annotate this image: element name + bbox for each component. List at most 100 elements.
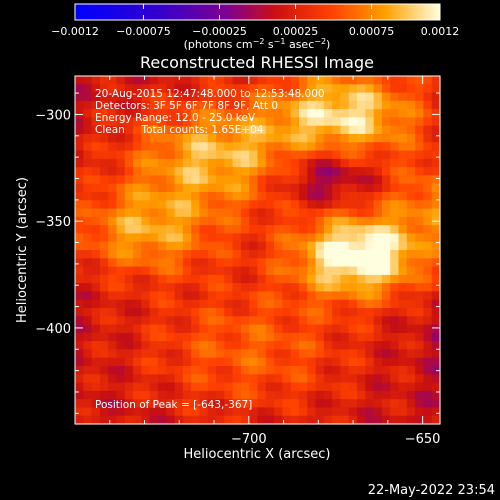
heatmap-cell xyxy=(124,200,134,210)
heatmap-cell xyxy=(108,233,118,243)
heatmap-cell xyxy=(332,142,342,152)
heatmap-cell xyxy=(265,208,275,218)
heatmap-cell xyxy=(257,341,267,351)
heatmap-cell xyxy=(357,399,366,409)
heatmap-cell xyxy=(390,349,400,359)
heatmap-cell xyxy=(133,366,142,375)
heatmap-cell xyxy=(75,84,84,94)
heatmap-cell xyxy=(381,92,391,102)
heatmap-cell xyxy=(249,341,259,351)
heatmap-cell xyxy=(224,291,234,301)
heatmap-cell xyxy=(381,125,391,135)
heatmap-cell xyxy=(157,142,167,152)
heatmap-cell xyxy=(381,374,391,384)
heatmap-cell xyxy=(174,134,184,143)
heatmap-cell xyxy=(116,250,126,259)
heatmap-cell xyxy=(365,150,375,160)
heatmap-cell xyxy=(257,283,267,293)
heatmap-cell xyxy=(149,274,159,284)
heatmap-cell xyxy=(340,357,350,367)
heatmap-cell xyxy=(133,142,142,152)
heatmap-cell xyxy=(124,100,134,110)
heatmap-cell xyxy=(141,407,151,417)
heatmap-cell xyxy=(415,92,425,102)
heatmap-cell xyxy=(307,117,317,127)
heatmap-cell xyxy=(381,341,391,351)
heatmap-cell xyxy=(116,241,126,251)
heatmap-cell xyxy=(307,241,317,251)
heatmap-cell xyxy=(191,100,201,110)
heatmap-cell xyxy=(373,92,383,102)
heatmap-cell xyxy=(373,274,383,284)
heatmap-cell xyxy=(323,158,333,168)
heatmap-cell xyxy=(75,250,84,259)
heatmap-cell xyxy=(166,349,176,359)
heatmap-cell xyxy=(174,200,184,210)
heatmap-cell xyxy=(323,192,333,201)
heatmap-cell xyxy=(357,274,366,284)
heatmap-cell xyxy=(216,84,225,94)
heatmap-cell xyxy=(348,390,358,400)
heatmap-cell xyxy=(199,117,209,127)
heatmap-cell xyxy=(249,109,259,119)
heatmap-cell xyxy=(315,299,325,309)
heatmap-cell xyxy=(332,84,342,94)
heatmap-cell xyxy=(166,125,176,135)
heatmap-cell xyxy=(224,167,234,177)
heatmap-cell xyxy=(149,109,159,119)
heatmap-cell xyxy=(216,299,225,309)
heatmap-cell xyxy=(174,308,184,317)
heatmap-cell xyxy=(323,357,333,367)
heatmap-cell xyxy=(141,84,151,94)
heatmap-cell xyxy=(116,109,126,119)
heatmap-cell xyxy=(340,183,350,193)
heatmap-cell xyxy=(174,332,184,342)
heatmap-cell xyxy=(174,266,184,276)
heatmap-cell xyxy=(83,142,93,152)
heatmap-cell xyxy=(133,225,142,235)
heatmap-cell xyxy=(381,324,391,334)
heatmap-cell xyxy=(257,225,267,235)
heatmap-cell xyxy=(191,316,201,326)
heatmap-cell xyxy=(381,109,391,119)
heatmap-cell xyxy=(257,332,267,342)
heatmap-cell xyxy=(357,291,366,301)
heatmap-cell xyxy=(174,192,184,201)
heatmap-cell xyxy=(315,125,325,135)
heatmap-cell xyxy=(332,150,342,160)
heatmap-cell xyxy=(290,200,300,210)
heatmap-cell xyxy=(298,241,308,251)
heatmap-cell xyxy=(315,399,325,409)
heatmap-cell xyxy=(357,167,366,177)
heatmap-cell xyxy=(381,283,391,293)
heatmap-cell xyxy=(381,216,391,226)
heatmap-cell xyxy=(83,324,93,334)
heatmap-cell xyxy=(207,233,217,243)
heatmap-cell xyxy=(108,374,118,384)
heatmap-cell xyxy=(274,208,283,218)
heatmap-cell xyxy=(240,250,250,259)
heatmap-cell xyxy=(124,250,134,259)
heatmap-cell xyxy=(182,324,192,334)
heatmap-cell xyxy=(124,382,134,392)
heatmap-cell xyxy=(332,92,342,102)
heatmap-cell xyxy=(166,357,176,367)
y-axis-label: Heliocentric Y (arcsec) xyxy=(15,177,30,323)
heatmap-cell xyxy=(83,349,93,359)
heatmap-cell xyxy=(224,250,234,259)
heatmap-cell xyxy=(99,92,109,102)
heatmap-cell xyxy=(99,76,109,85)
heatmap-cell xyxy=(191,415,201,425)
heatmap-cell xyxy=(390,366,400,375)
heatmap-cell xyxy=(282,349,292,359)
heatmap-cell xyxy=(108,150,118,160)
heatmap-cell xyxy=(381,349,391,359)
heatmap-cell xyxy=(108,76,118,85)
annotation-time-range: 20-Aug-2015 12:47:48.000 to 12:53:48.000 xyxy=(95,88,325,100)
heatmap-cell xyxy=(133,308,142,317)
heatmap-cell xyxy=(174,233,184,243)
heatmap-cell xyxy=(431,291,441,301)
heatmap-cell xyxy=(224,134,234,143)
heatmap-cell xyxy=(315,258,325,268)
heatmap-cell xyxy=(191,134,201,143)
